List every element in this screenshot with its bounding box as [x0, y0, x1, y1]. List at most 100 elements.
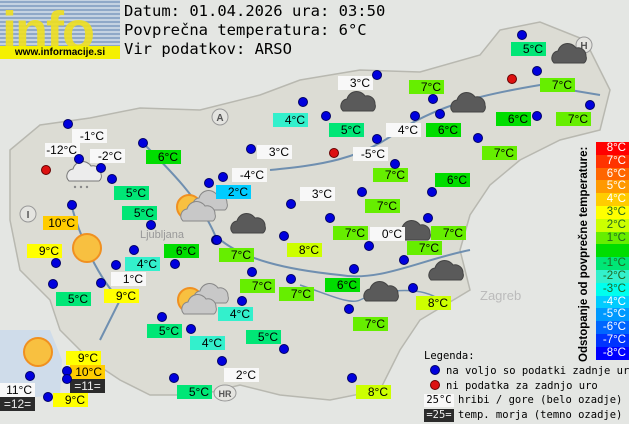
station-dot-available[interactable]	[107, 174, 117, 184]
station-temperature: 4°C	[190, 336, 225, 350]
station-dot-available[interactable]	[423, 213, 433, 223]
scale-step: -3°C	[596, 282, 629, 296]
station-dot-missing[interactable]	[507, 74, 517, 84]
legend-missing: ni podatka za zadnjo uro	[430, 379, 598, 393]
station-dot-available[interactable]	[286, 199, 296, 209]
label-hungary: H	[580, 41, 587, 52]
station-temperature: 4°C	[125, 257, 160, 271]
sunny-icon	[72, 233, 102, 263]
station-dot-available[interactable]	[410, 111, 420, 121]
scale-step: -6°C	[596, 321, 629, 334]
station-temperature: -4°C	[232, 168, 267, 182]
station-dot-available[interactable]	[247, 267, 257, 277]
station-dot-available[interactable]	[279, 231, 289, 241]
station-dot-available[interactable]	[62, 374, 72, 384]
station-dot-available[interactable]	[298, 97, 308, 107]
station-dot-available[interactable]	[532, 66, 542, 76]
station-dot-available[interactable]	[347, 373, 357, 383]
station-temperature: 8°C	[287, 243, 322, 257]
station-temperature: 5°C	[114, 186, 149, 200]
station-temperature: 2°C	[224, 368, 259, 382]
scale-step: -8°C	[596, 346, 629, 360]
station-dot-available[interactable]	[169, 373, 179, 383]
station-dot-available[interactable]	[237, 296, 247, 306]
station-dot-available[interactable]	[372, 70, 382, 80]
station-dot-available[interactable]	[74, 154, 84, 164]
station-dot-available[interactable]	[186, 324, 196, 334]
scale-step: -4°C	[596, 295, 629, 309]
station-dot-available[interactable]	[325, 213, 335, 223]
station-dot-available[interactable]	[96, 163, 106, 173]
station-dot-available[interactable]	[67, 200, 77, 210]
station-temperature: 7°C	[409, 80, 444, 94]
station-dot-available[interactable]	[246, 144, 256, 154]
station-temperature: 9°C	[27, 244, 62, 258]
station-dot-available[interactable]	[427, 187, 437, 197]
station-dot-available[interactable]	[48, 279, 58, 289]
scale-step: 4°C	[596, 193, 629, 206]
logo[interactable]: info www.informacije.si	[0, 0, 120, 59]
station-temperature: 11°C	[0, 383, 35, 397]
station-temperature: 10°C	[70, 365, 105, 379]
station-dot-available[interactable]	[408, 283, 418, 293]
label-croatia: HR	[219, 389, 232, 399]
station-temperature: 8°C	[356, 385, 391, 399]
station-temperature: 6°C	[435, 173, 470, 187]
legend-sea: =25= temp. morja (temno ozadje)	[424, 409, 622, 422]
station-dot-available[interactable]	[204, 178, 214, 188]
station-dot-available[interactable]	[51, 258, 61, 268]
scale-step: 7°C	[596, 154, 629, 168]
station-dot-available[interactable]	[157, 312, 167, 322]
station-dot-available[interactable]	[399, 255, 409, 265]
station-dot-missing[interactable]	[329, 148, 339, 158]
station-dot-available[interactable]	[473, 133, 483, 143]
date-line: Datum: 01.04.2026 ura: 03:50	[124, 2, 386, 20]
station-dot-available[interactable]	[344, 304, 354, 314]
station-dot-available[interactable]	[217, 356, 227, 366]
station-dot-available[interactable]	[286, 274, 296, 284]
logo-url[interactable]: www.informacije.si	[0, 46, 120, 59]
station-dot-available[interactable]	[357, 187, 367, 197]
station-dot-available[interactable]	[279, 344, 289, 354]
station-dot-available[interactable]	[63, 119, 73, 129]
station-dot-available[interactable]	[364, 241, 374, 251]
station-dot-available[interactable]	[321, 111, 331, 121]
scale-step: -7°C	[596, 333, 629, 347]
station-temperature: -12°C	[45, 143, 80, 157]
cloudy-icon	[450, 92, 486, 113]
scale-step: 1°C	[596, 231, 629, 245]
label-austria: A	[216, 113, 223, 124]
station-dot-available[interactable]	[170, 259, 180, 269]
station-temperature: 7°C	[353, 317, 388, 331]
scale-step: -5°C	[596, 308, 629, 322]
station-dot-missing[interactable]	[41, 165, 51, 175]
station-dot-available[interactable]	[212, 235, 222, 245]
station-dot-available[interactable]	[96, 278, 106, 288]
station-dot-available[interactable]	[111, 260, 121, 270]
sunny-icon	[23, 337, 53, 367]
station-dot-available[interactable]	[138, 138, 148, 148]
station-dot-available[interactable]	[25, 371, 35, 381]
cloudy-icon	[551, 43, 587, 64]
legend-available: na voljo so podatki zadnje ure	[430, 364, 629, 378]
station-dot-available[interactable]	[390, 159, 400, 169]
station-dot-available[interactable]	[218, 172, 228, 182]
station-dot-available[interactable]	[129, 245, 139, 255]
station-dot-available[interactable]	[146, 220, 156, 230]
blue-dot-icon	[430, 365, 440, 375]
legend-sea-text: temp. morja (temno ozadje)	[458, 409, 623, 421]
station-dot-available[interactable]	[585, 100, 595, 110]
station-dot-available[interactable]	[428, 94, 438, 104]
station-dot-available[interactable]	[532, 111, 542, 121]
station-temperature: 7°C	[219, 248, 254, 262]
station-dot-available[interactable]	[349, 264, 359, 274]
scale-step: 3°C	[596, 205, 629, 219]
station-temperature: 3°C	[338, 76, 373, 90]
station-temperature: -2°C	[90, 149, 125, 163]
station-dot-available[interactable]	[372, 134, 382, 144]
station-dot-available[interactable]	[517, 30, 527, 40]
station-temperature: 1°C	[111, 272, 146, 286]
station-dot-available[interactable]	[435, 109, 445, 119]
station-dot-available[interactable]	[43, 392, 53, 402]
scale-step: 2°C	[596, 218, 629, 232]
